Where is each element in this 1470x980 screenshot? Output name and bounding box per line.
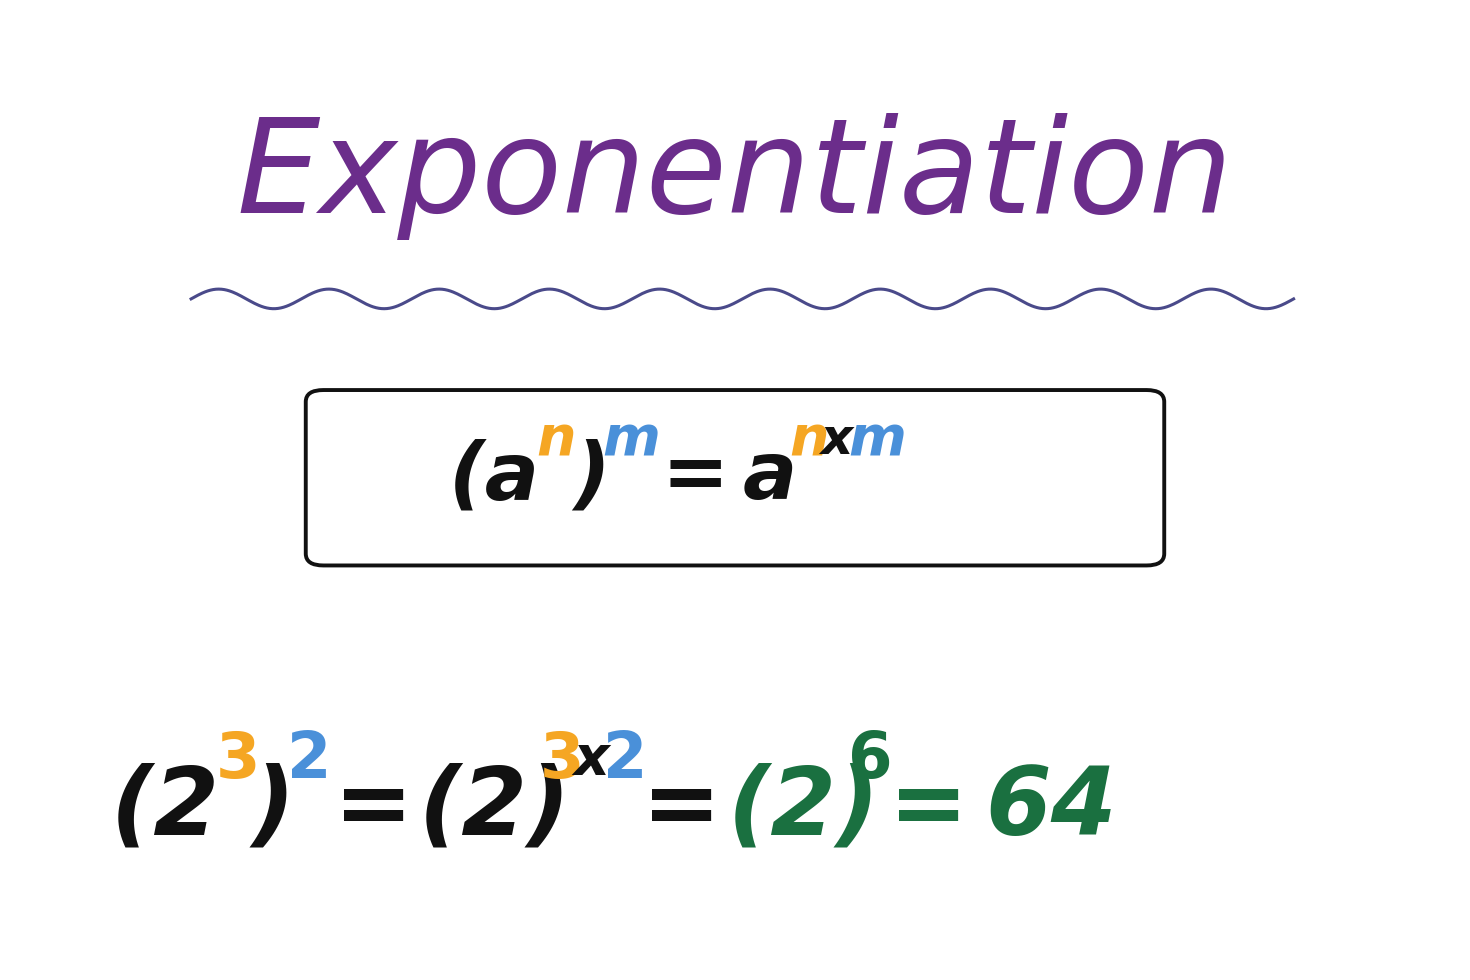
Text: n: n [537, 413, 576, 467]
Text: x: x [820, 416, 853, 464]
Text: 64: 64 [985, 762, 1116, 855]
Text: (2: (2 [110, 762, 219, 855]
Text: 2: 2 [287, 728, 331, 791]
FancyBboxPatch shape [306, 390, 1164, 565]
Text: m: m [603, 413, 660, 467]
Text: m: m [848, 413, 906, 467]
Text: =: = [662, 438, 729, 516]
Text: 6: 6 [848, 728, 892, 791]
Text: =: = [889, 762, 969, 855]
Text: 2: 2 [603, 728, 647, 791]
Text: 3: 3 [216, 728, 260, 791]
Text: (2): (2) [419, 762, 572, 855]
Text: n: n [789, 413, 829, 467]
Text: ): ) [251, 762, 294, 855]
Text: ): ) [573, 438, 610, 516]
Text: =: = [334, 762, 413, 855]
Text: a: a [742, 438, 797, 516]
Text: x: x [573, 732, 609, 787]
Text: (2): (2) [728, 762, 881, 855]
Text: (a: (a [448, 438, 539, 516]
Text: 3: 3 [539, 728, 584, 791]
Text: =: = [642, 762, 722, 855]
Text: Exponentiation: Exponentiation [237, 113, 1233, 240]
